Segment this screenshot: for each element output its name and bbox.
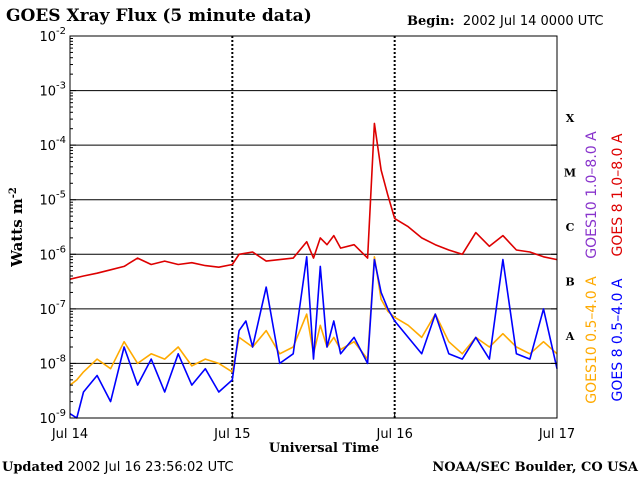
x-axis-label: Universal Time [269,441,379,456]
legend-entry: GOES 8 0.5–4.0 A [610,278,626,401]
y-tick-label: 10-6 [39,244,66,263]
y-tick-label: 10-8 [39,353,66,372]
x-tick-label: Jul 17 [538,427,575,442]
credit-text: NOAA/SEC Boulder, CO USA [432,460,638,475]
y-axis-label: Watts m-2 [8,187,26,268]
plot-frame [69,35,558,419]
updated-label: Updated [2,460,64,475]
flare-class-label: M [564,166,576,179]
updated-info: Updated 2002 Jul 16 23:56:02 UTC [2,460,233,475]
legend-entry: GOES10 1.0–8.0 A [584,131,600,259]
series-line [69,122,558,280]
y-tick-label: 10-9 [39,408,66,427]
chart-title: GOES Xray Flux (5 minute data) [6,6,312,26]
y-tick-label: 10-4 [39,135,66,154]
flare-class-label: A [565,330,575,343]
x-tick-label: Jul 15 [213,427,250,442]
y-tick-label: 10-7 [39,299,66,318]
x-tick-label: Jul 14 [51,427,88,442]
legend-entry: GOES10 0.5–4.0 A [584,276,600,404]
grid-layer [70,36,557,418]
y-tick-label: 10-5 [39,190,66,209]
series-layer [69,122,558,419]
updated-value: 2002 Jul 16 23:56:02 UTC [67,460,234,475]
legend-layer: GOES10 1.0–8.0 A GOES 8 1.0–8.0 A GOES10 0… [584,131,626,404]
begin-info: Begin: 2002 Jul 14 0000 UTC [407,14,604,29]
series-line [69,255,558,419]
flare-class-label: B [565,276,574,289]
y-tick-label: 10-3 [39,81,66,100]
legend-entry: GOES 8 1.0–8.0 A [610,133,626,256]
flare-class-label: X [566,112,575,125]
x-tick-label: Jul 16 [375,427,412,442]
begin-value: 2002 Jul 14 0000 UTC [462,14,604,29]
tick-layer: 10-9 10-8 10-7 10-6 10-5 10-4 10-3 10-2 Jul 14 Ju… [39,26,576,442]
begin-label: Begin: [407,14,455,29]
series-line [69,255,558,386]
flare-class-label: C [566,221,575,234]
y-tick-label: 10-2 [39,26,66,45]
